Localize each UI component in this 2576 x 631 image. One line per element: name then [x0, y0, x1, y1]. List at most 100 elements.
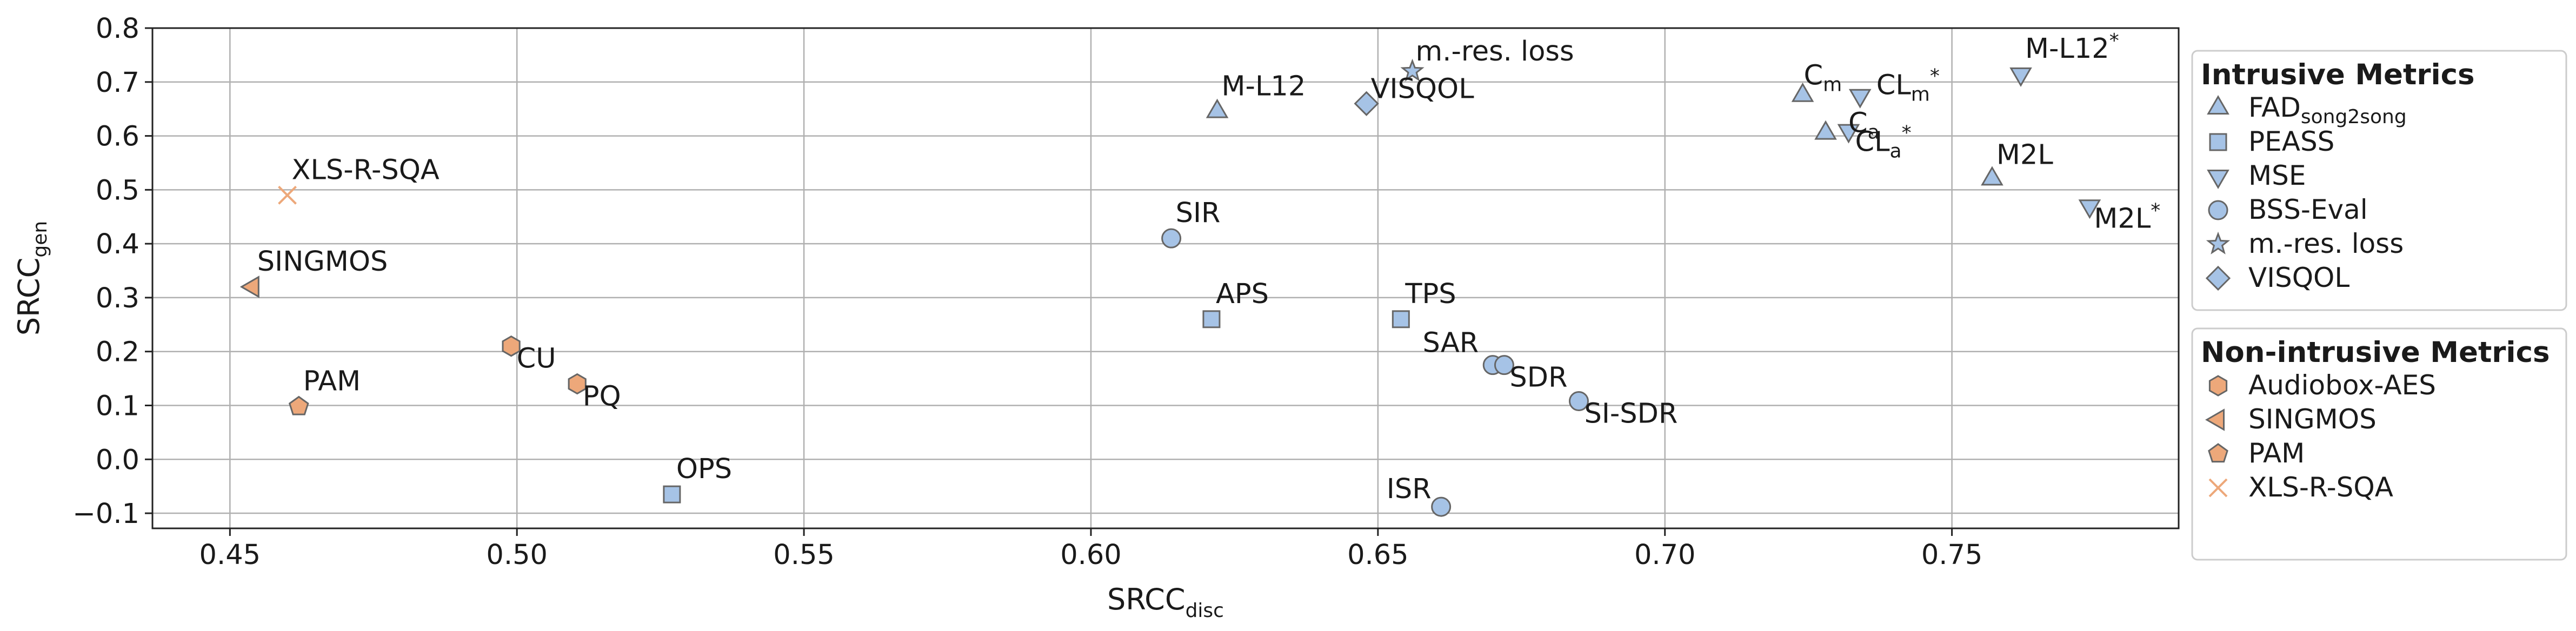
point-label-superscript: * — [1902, 122, 1912, 144]
legend-marker-pentagon — [2208, 443, 2228, 463]
x-tick-label: 0.50 — [486, 539, 548, 571]
legend-entry-text: VISQOL — [2248, 262, 2349, 293]
point-label-text: SAR — [1423, 327, 1479, 359]
data-point-triangle-up — [1981, 166, 2003, 186]
point-label-text: PQ — [583, 381, 621, 413]
data-point-triangle-down — [2009, 67, 2032, 87]
point-label-text: C — [1804, 60, 1823, 92]
point-label-text: TPS — [1405, 278, 1456, 310]
x-axis-label-sub: disc — [1186, 600, 1224, 622]
legend-entry-text: BSS-Eval — [2248, 194, 2368, 225]
point-label-superscript: * — [1930, 65, 1940, 88]
point-label: CU — [517, 343, 556, 375]
data-points — [239, 58, 2101, 517]
point-label: M-L12 — [1222, 71, 1306, 103]
point-label-text: SIR — [1176, 197, 1221, 229]
data-point-triangle-down — [1848, 89, 1872, 109]
legend-entry-label: Audiobox-AES — [2248, 370, 2436, 401]
y-axis-label-base: SRCC — [12, 258, 46, 336]
data-point-star — [1400, 58, 1425, 82]
point-label-subscript: m — [1911, 84, 1930, 106]
point-label: m.-res. loss — [1416, 36, 1574, 68]
point-label: M2L* — [2094, 199, 2160, 234]
legend-entry-text: MSE — [2248, 160, 2306, 191]
point-label: VISQOL — [1371, 73, 1475, 105]
point-label: APS — [1216, 278, 1269, 310]
y-tick-label: 0.2 — [96, 337, 139, 368]
point-label-text: CL — [1876, 70, 1912, 102]
legend-entry-label: SINGMOS — [2248, 404, 2377, 435]
data-point-square — [1202, 310, 1221, 328]
data-point-hexagon — [568, 373, 587, 395]
data-point-triangle-down — [2078, 199, 2101, 219]
point-label: SAR — [1423, 327, 1479, 359]
legend-marker-circle — [2208, 200, 2228, 220]
legend-entry-text: SINGMOS — [2248, 404, 2377, 435]
point-label-superscript: * — [2109, 30, 2119, 52]
legend-title: Non-intrusive Metrics — [2201, 336, 2550, 369]
point-label: Ca — [1848, 108, 1880, 144]
y-tick-label: −0.1 — [72, 498, 139, 530]
y-tick-label: 0.1 — [96, 390, 139, 422]
point-label-text: m.-res. loss — [1416, 36, 1574, 68]
legend-marker-triangle-down — [2207, 170, 2229, 189]
legend-marker-triangle-up — [2207, 95, 2229, 115]
legend-marker-star — [2206, 231, 2231, 254]
point-label: XLS-R-SQA — [292, 154, 440, 186]
data-point-diamond — [1354, 91, 1379, 116]
data-point-pentagon — [288, 395, 309, 415]
point-label: Cm — [1804, 60, 1842, 96]
legend-entry-label: PAM — [2248, 438, 2305, 469]
data-point-circle — [1161, 228, 1182, 249]
legend-marker-triangle-left — [2205, 408, 2225, 431]
data-point-x — [278, 185, 297, 205]
data-point-triangle-left — [239, 276, 259, 298]
y-tick-label: 0.5 — [96, 174, 139, 206]
data-point-circle — [1431, 496, 1452, 517]
point-label: TPS — [1405, 278, 1456, 310]
legend-entry-label: FADsong2song — [2248, 92, 2407, 128]
point-label-text: APS — [1216, 278, 1269, 310]
data-point-square — [1392, 310, 1410, 328]
point-label-text: M-L12 — [1222, 71, 1306, 103]
point-label-text: M-L12 — [2025, 33, 2109, 65]
legend-entry-label: XLS-R-SQA — [2248, 472, 2393, 503]
legend-entry-text: PEASS — [2248, 126, 2334, 157]
legend-entry-subscript: song2song — [2301, 106, 2407, 128]
legend-entry-text: XLS-R-SQA — [2248, 472, 2393, 503]
legend-marker-diamond — [2205, 265, 2231, 291]
y-tick-label: 0.3 — [96, 283, 139, 314]
y-tick-label: 0.7 — [96, 67, 139, 99]
point-label-text: M2L — [2094, 203, 2151, 234]
point-label-superscript: * — [2151, 199, 2160, 221]
grid — [152, 27, 2179, 528]
legend-entry-text: m.-res. loss — [2248, 228, 2404, 259]
point-label: CLa* — [1855, 122, 1911, 163]
data-point-hexagon — [502, 335, 521, 357]
point-label: SDR — [1509, 362, 1567, 394]
data-point-circle — [1494, 355, 1514, 375]
legend-box — [2191, 50, 2567, 311]
x-tick-label: 0.45 — [199, 539, 261, 571]
legend-entry-label: BSS-Eval — [2248, 194, 2368, 225]
point-label-text: VISQOL — [1371, 73, 1475, 105]
y-tick-label: 0.6 — [96, 121, 139, 153]
x-tick-label: 0.75 — [1921, 539, 1983, 571]
point-label: CLm* — [1876, 65, 1940, 106]
plot-frame — [151, 27, 2180, 529]
y-axis-label: SRCCgen — [12, 221, 51, 335]
axis-ticks: 0.45 0.50 0.55 0.60 0.65 0.70 0.75 −0.1 0.0 0.1 0.… — [72, 13, 1982, 571]
point-label-text: CL — [1855, 126, 1890, 158]
point-label-text: SINGMOS — [257, 246, 388, 278]
point-label-text: XLS-R-SQA — [292, 154, 440, 186]
legend: Intrusive MetricsFADsong2songPEASSMSEBSS… — [2191, 50, 2567, 561]
legend-marker-hexagon — [2208, 375, 2228, 397]
legend-entry-label: PEASS — [2248, 126, 2334, 157]
legend-entry-text: PAM — [2248, 438, 2305, 469]
point-label-text: SI-SDR — [1584, 398, 1678, 430]
legend-title: Intrusive Metrics — [2201, 58, 2475, 91]
point-label: M-L12* — [2025, 30, 2119, 65]
point-label: SIR — [1176, 197, 1221, 229]
